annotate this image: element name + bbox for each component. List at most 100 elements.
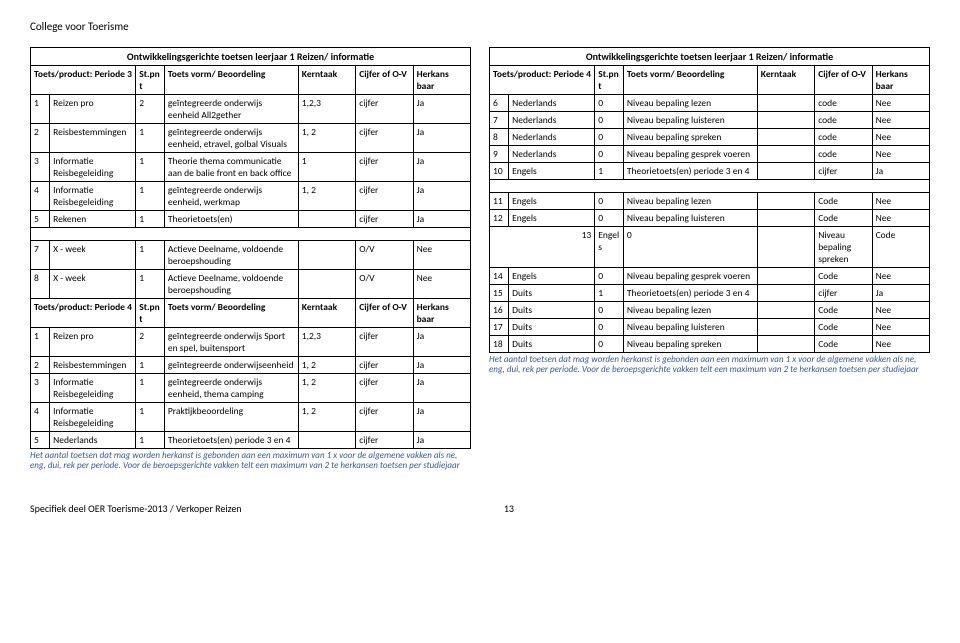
table-cell: Code [815, 336, 872, 353]
table-cell: 1, 2 [298, 403, 355, 432]
table-cell: Informatie Reisbegeleiding [50, 182, 136, 211]
table-row: 7Nederlands0Niveau bepaling luisterencod… [490, 112, 930, 129]
table-row: 16Duits0Niveau bepaling lezenCodeNee [490, 302, 930, 319]
table-cell: 5 [31, 211, 50, 228]
table-cell: cijfer [815, 163, 872, 180]
table-cell: Reisbestemmingen [50, 357, 136, 374]
table-cell: 7 [490, 112, 509, 129]
table-cell: Ja [413, 124, 470, 153]
table-cell: 1 [136, 270, 165, 299]
table-cell: 10 [490, 163, 509, 180]
table-row: 8X - week1Actieve Deelname, voldoende be… [31, 270, 471, 299]
left-note: Het aantal toetsen dat mag worden herkan… [30, 451, 471, 472]
table-row: 4Informatie Reisbegeleiding1Praktijkbeoo… [31, 403, 471, 432]
table-row: 12Engels0Niveau bepaling luisterenCodeNe… [490, 210, 930, 227]
table-cell: Nee [872, 193, 929, 210]
table-cell: O/V [356, 241, 413, 270]
table-cell: 1 [136, 432, 165, 449]
table-cell: Nee [872, 302, 929, 319]
hdr-herkans: Herkans baar [413, 66, 470, 95]
table-cell: Niveau bepaling luisteren [623, 210, 757, 227]
table-cell: cijfer [356, 432, 413, 449]
table-cell: 9 [490, 146, 509, 163]
table-cell: 0 [595, 210, 624, 227]
right-table: Ontwikkelingsgerichte toetsen leerjaar 1… [489, 47, 930, 353]
table-cell: Informatie Reisbegeleiding [50, 403, 136, 432]
table-cell: cijfer [356, 95, 413, 124]
table-cell [757, 319, 814, 336]
table-cell: Theorietoets(en) periode 3 en 4 [623, 163, 757, 180]
table-cell: 1 [136, 374, 165, 403]
right-note: Het aantal toetsen dat mag worden herkan… [489, 355, 930, 376]
table-cell: Reizen pro [50, 328, 136, 357]
table-cell: 1 [595, 163, 624, 180]
left-title: Ontwikkelingsgerichte toetsen leerjaar 1… [31, 48, 471, 66]
footer-text: Specifiek deel OER Toerisme-2013 / Verko… [30, 502, 242, 515]
table-cell: Nee [872, 129, 929, 146]
table-cell: Engels [509, 193, 595, 210]
table-cell: 2 [31, 357, 50, 374]
table-cell: code [815, 129, 872, 146]
table-cell: 11 [490, 193, 509, 210]
table-cell: 1 [136, 357, 165, 374]
table-cell: Rekenen [50, 211, 136, 228]
hdr2-cijfer: Cijfer of O-V [356, 299, 413, 328]
table-cell: Nederlands [509, 112, 595, 129]
table-cell: geïntegreerde onderwijs eenheid, etravel… [164, 124, 298, 153]
table-cell: 1, 2 [298, 374, 355, 403]
table-cell: 0 [595, 302, 624, 319]
table-row: 4Informatie Reisbegeleiding1geïntegreerd… [31, 182, 471, 211]
right-title: Ontwikkelingsgerichte toetsen leerjaar 1… [490, 48, 930, 66]
table-cell: code [815, 146, 872, 163]
hdr2-stpnt: St.pnt [136, 299, 165, 328]
hdr-vorm: Toets vorm/ Beoordeling [164, 66, 298, 95]
table-cell: 4 [31, 182, 50, 211]
table-cell: Niveau bepaling lezen [623, 302, 757, 319]
table-cell [757, 163, 814, 180]
table-cell: Theorietoets(en) [164, 211, 298, 228]
table-cell: 3 [31, 374, 50, 403]
hdr2-vorm: Toets vorm/ Beoordeling [164, 299, 298, 328]
table-cell: Duits [509, 285, 595, 302]
table-cell: Niveau bepaling gesprek voeren [623, 268, 757, 285]
cell-k: Niveau bepaling spreken [815, 227, 872, 268]
table-cell: Nee [872, 146, 929, 163]
table-cell: Ja [413, 357, 470, 374]
table-cell: code [815, 112, 872, 129]
table-cell: cijfer [356, 357, 413, 374]
table-cell: 16 [490, 302, 509, 319]
table-cell: 2 [136, 328, 165, 357]
left-header-1: Toets/product: Periode 3 St.pnt Toets vo… [31, 66, 471, 95]
table-cell: 1 [136, 182, 165, 211]
table-cell: Reizen pro [50, 95, 136, 124]
table-cell: 0 [595, 112, 624, 129]
table-cell: Nederlands [509, 95, 595, 112]
table-cell: 1 [595, 285, 624, 302]
table-cell: 1 [136, 241, 165, 270]
table-cell: Engels [509, 268, 595, 285]
table-cell: Ja [413, 328, 470, 357]
table-row: 5Nederlands1Theorietoets(en) periode 3 e… [31, 432, 471, 449]
table-cell: geïntegreerde onderwijs eenheid All2geth… [164, 95, 298, 124]
table-cell [298, 270, 355, 299]
table-cell: 15 [490, 285, 509, 302]
table-cell: Nee [413, 241, 470, 270]
table-cell [757, 285, 814, 302]
table-row: 3Informatie Reisbegeleiding1geïntegreerd… [31, 374, 471, 403]
content-columns: Ontwikkelingsgerichte toetsen leerjaar 1… [30, 47, 930, 472]
table-cell [757, 146, 814, 163]
table-cell: Nederlands [50, 432, 136, 449]
table-row: 13 Engels 0 Niveau bepaling spreken Code [490, 227, 930, 268]
table-cell: 0 [595, 319, 624, 336]
table-cell: 1 [136, 124, 165, 153]
table-cell: Code [815, 193, 872, 210]
table-cell [757, 193, 814, 210]
hdr-product: Toets/product: Periode 3 [31, 66, 136, 95]
page-footer: Specifiek deel OER Toerisme-2013 / Verko… [30, 502, 930, 515]
table-row: 15Duits1Theorietoets(en) periode 3 en 4c… [490, 285, 930, 302]
table-cell: Nederlands [509, 129, 595, 146]
table-cell: Actieve Deelname, voldoende beroepshoudi… [164, 241, 298, 270]
table-cell: 3 [31, 153, 50, 182]
footer-page: 13 [504, 502, 514, 515]
table-cell: 5 [31, 432, 50, 449]
